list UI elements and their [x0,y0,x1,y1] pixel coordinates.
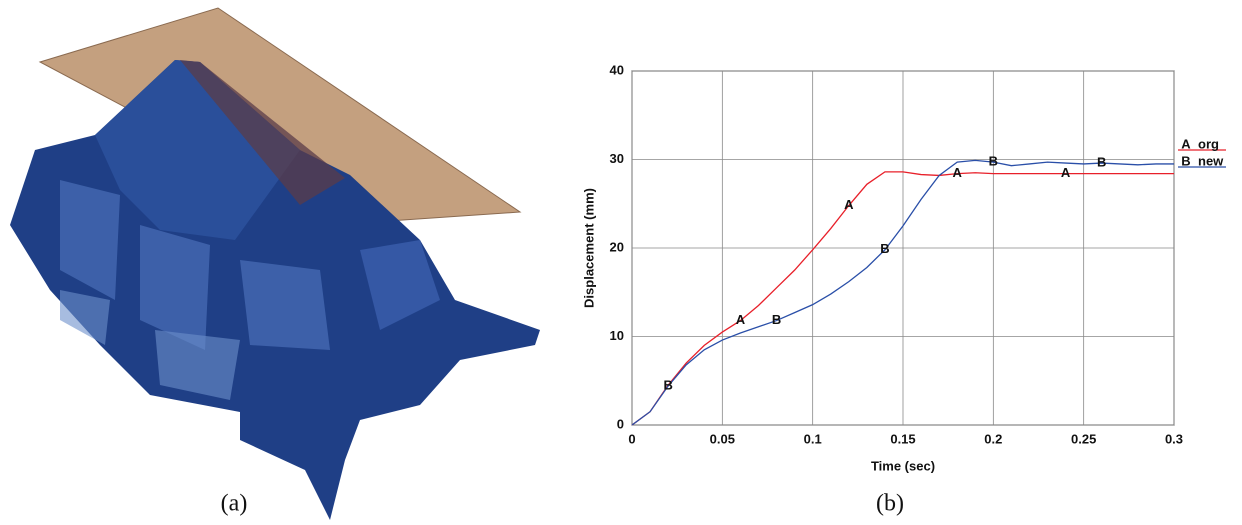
x-tick-label: 0.3 [1165,431,1183,446]
point-marker: B [880,241,889,256]
y-tick-label: 0 [617,416,624,431]
x-axis-title: Time (sec) [871,458,935,473]
legend-label: new [1198,153,1224,168]
caption: (a) [221,491,248,517]
legend-marker: A [1181,136,1191,151]
y-tick-label: 20 [610,239,624,254]
point-marker: B [989,154,998,169]
legend-marker: B [1181,153,1190,168]
y-tick-label: 10 [610,328,624,343]
point-marker: A [844,197,854,212]
point-marker: A [953,165,963,180]
y-axis-title: Displacement (mm) [581,188,596,308]
x-tick-label: 0.05 [710,431,735,446]
x-tick-label: 0 [628,431,635,446]
legend-label: org [1198,136,1219,151]
point-marker: B [772,312,781,327]
point-marker: B [663,377,672,392]
x-tick-label: 0.15 [890,431,915,446]
data-line [631,171,1174,426]
x-tick-label: 0.1 [804,431,822,446]
car-body-render [10,7,540,520]
caption: (b) [876,491,904,517]
x-tick-label: 0.25 [1071,431,1096,446]
data-line [631,159,1174,426]
point-marker: B [1097,154,1106,169]
point-marker: A [1061,165,1071,180]
y-tick-label: 40 [610,62,624,77]
y-tick-label: 30 [610,151,624,166]
x-tick-label: 0.2 [984,431,1002,446]
point-marker: A [736,312,746,327]
